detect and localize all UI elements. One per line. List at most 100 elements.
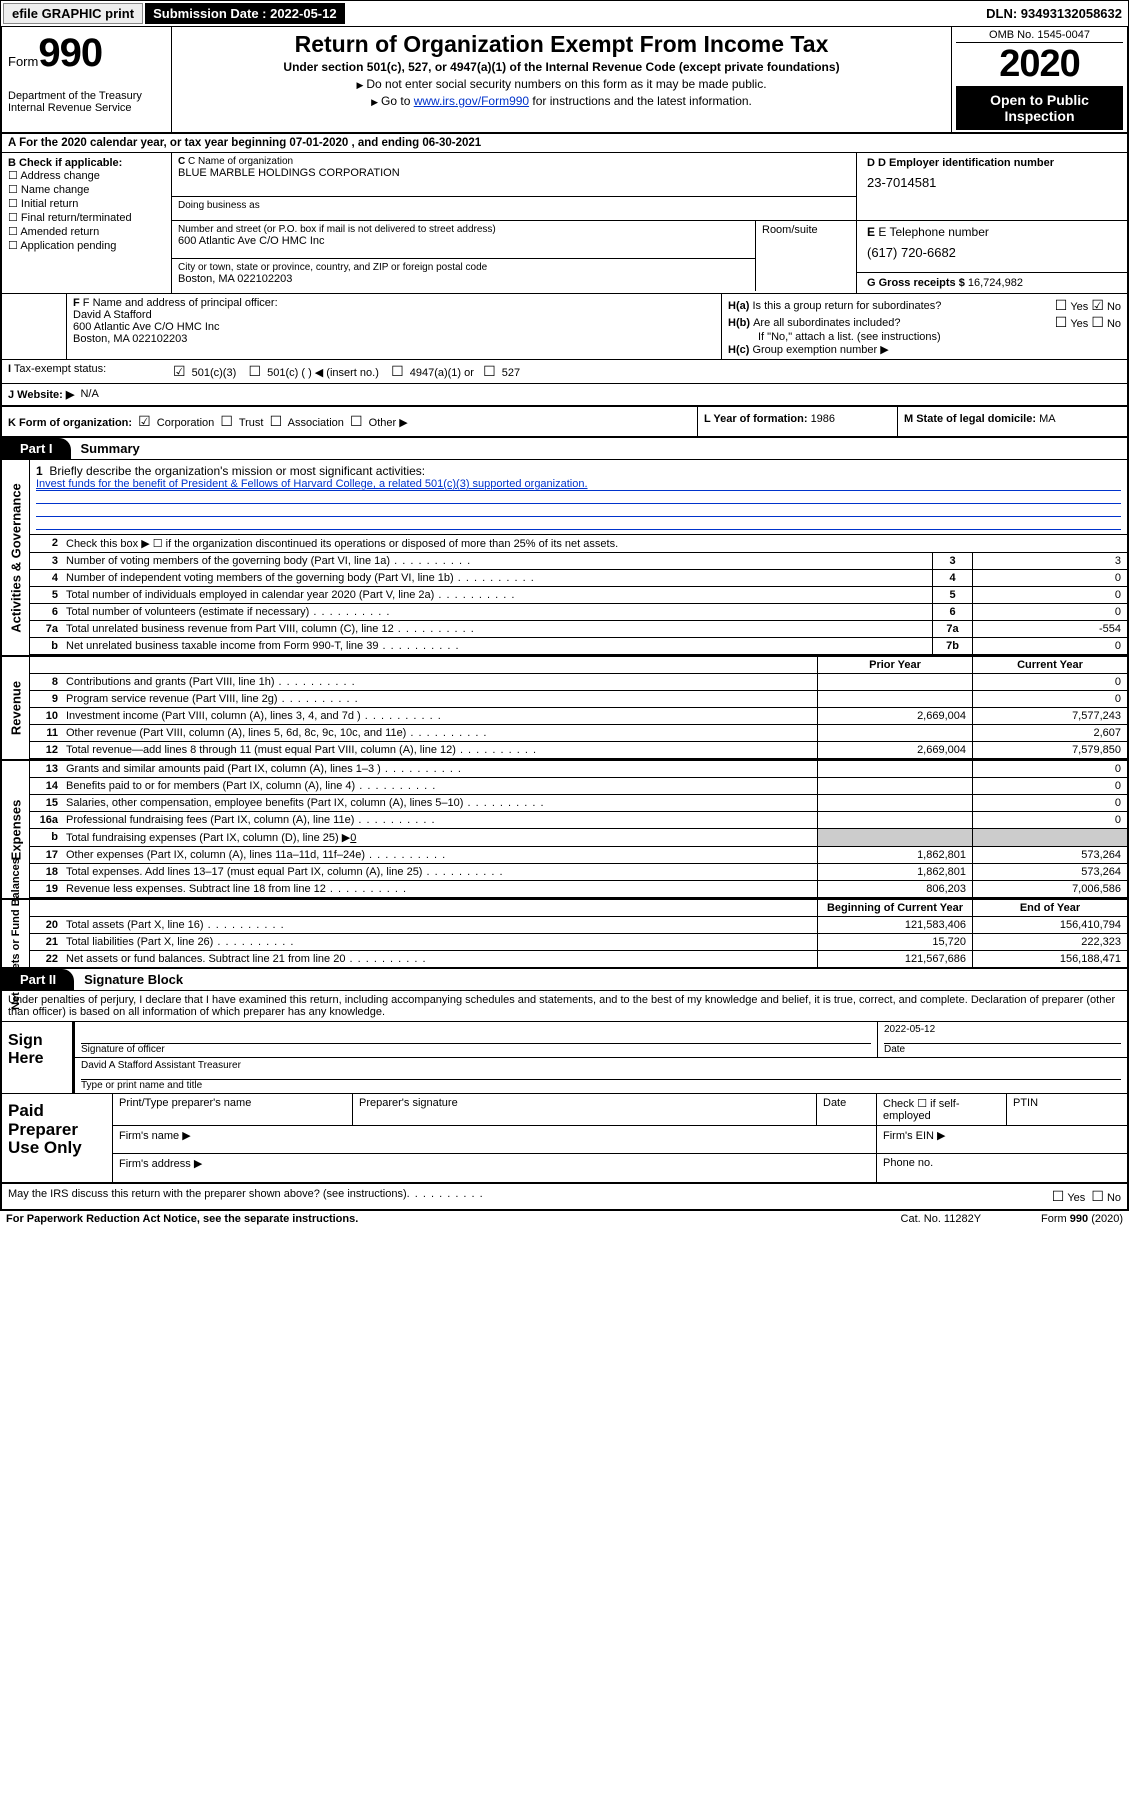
exp-desc-19: Revenue less expenses. Subtract line 18 … xyxy=(62,881,817,897)
mission-label: Briefly describe the organization's miss… xyxy=(49,464,425,478)
expenses-section: Expenses 13 Grants and similar amounts p… xyxy=(0,759,1129,898)
501c-checkbox[interactable]: ☐ xyxy=(248,363,261,379)
exp-current-17: 573,264 xyxy=(972,847,1127,863)
k-corp-checkbox[interactable]: ☑ xyxy=(138,413,151,429)
form-header: Form990 Department of the Treasury Inter… xyxy=(0,27,1129,134)
discuss-yes-checkbox[interactable]: ☐ xyxy=(1052,1188,1065,1204)
hb-yes-checkbox[interactable]: ☐ xyxy=(1055,314,1068,330)
dba-box: Doing business as xyxy=(172,197,856,221)
mission-text: Invest funds for the benefit of Presiden… xyxy=(36,478,1121,491)
self-employed-header: Check ☐ if self-employed xyxy=(877,1094,1007,1125)
city-label: City or town, state or province, country… xyxy=(178,262,749,273)
address-number-box: Number and street (or P.O. box if mail i… xyxy=(172,221,755,259)
tax-exempt-label: I Tax-exempt status: xyxy=(2,360,167,383)
na-begin-22: 121,567,686 xyxy=(817,951,972,967)
exp-desc-13: Grants and similar amounts paid (Part IX… xyxy=(62,761,817,777)
hb-no-checkbox[interactable]: ☐ xyxy=(1091,314,1104,330)
checkbox-final-return[interactable]: ☐ Final return/terminated xyxy=(8,211,165,224)
ag-box-5: 5 xyxy=(932,587,972,603)
exp-current-13: 0 xyxy=(972,761,1127,777)
rev-prior-11 xyxy=(817,725,972,741)
exp-num-13: 13 xyxy=(30,761,62,777)
sign-date-label: Date xyxy=(884,1044,1121,1055)
checkbox-amended-return[interactable]: ☐ Amended return xyxy=(8,225,165,238)
officer-label: F Name and address of principal officer: xyxy=(83,297,278,309)
part2-header: Part II Signature Block xyxy=(0,969,1129,991)
527-checkbox[interactable]: ☐ xyxy=(483,363,496,379)
exp-num-16a: 16a xyxy=(30,812,62,828)
officer-signature-line[interactable] xyxy=(81,1024,871,1044)
org-name-label: C C Name of organization xyxy=(178,156,850,167)
mission-blank3 xyxy=(36,517,1121,530)
ag-val-6: 0 xyxy=(972,604,1127,620)
k-trust-checkbox[interactable]: ☐ xyxy=(220,413,233,429)
typed-name-label: Type or print name and title xyxy=(81,1080,1121,1091)
checkbox-initial-return[interactable]: ☐ Initial return xyxy=(8,197,165,210)
form-990-number: 990 xyxy=(38,31,102,75)
ha-no-checkbox[interactable]: ☑ xyxy=(1091,297,1104,313)
tax-year: 2020 xyxy=(956,43,1123,86)
typed-name-value: David A Stafford Assistant Treasurer xyxy=(81,1060,1121,1080)
rev-current-8: 0 xyxy=(972,674,1127,690)
sign-date-value: 2022-05-12 xyxy=(884,1024,1121,1044)
telephone-value: (617) 720-6682 xyxy=(867,245,1117,260)
end-year-header: End of Year xyxy=(972,900,1127,916)
sign-here-label: Sign Here xyxy=(2,1022,72,1093)
form-version: Form 990 (2020) xyxy=(1041,1213,1123,1225)
omb-number: OMB No. 1545-0047 xyxy=(956,29,1123,43)
ag-val-7a: -554 xyxy=(972,621,1127,637)
section-d-ein-tel: D D Employer identification number 23-70… xyxy=(857,153,1127,293)
checkbox-application-pending[interactable]: ☐ Application pending xyxy=(8,239,165,252)
irs-discuss-label: May the IRS discuss this return with the… xyxy=(8,1188,407,1205)
na-desc-21: Total liabilities (Part X, line 26) xyxy=(62,934,817,950)
na-row-20: 20 Total assets (Part X, line 16) 121,58… xyxy=(30,917,1127,934)
rev-num-11: 11 xyxy=(30,725,62,741)
checkbox-address-change[interactable]: ☐ Address change xyxy=(8,169,165,182)
exp-current-19: 7,006,586 xyxy=(972,881,1127,897)
net-assets-section: Net Assets or Fund Balances Beginning of… xyxy=(0,898,1129,969)
rev-prior-10: 2,669,004 xyxy=(817,708,972,724)
address-label: Number and street (or P.O. box if mail i… xyxy=(178,224,749,235)
ein-box: D D Employer identification number 23-70… xyxy=(857,153,1127,221)
exp-prior-16a xyxy=(817,812,972,828)
officer-signature-label: Signature of officer xyxy=(81,1044,871,1055)
gross-receipts-box: G Gross receipts $ 16,724,982 xyxy=(857,273,1127,293)
ag-val-5: 0 xyxy=(972,587,1127,603)
hb-label: Are all subordinates included? xyxy=(753,317,900,329)
exp-prior-14 xyxy=(817,778,972,794)
mission-area: 1 Briefly describe the organization's mi… xyxy=(30,460,1127,535)
address-value: 600 Atlantic Ave C/O HMC Inc xyxy=(178,235,749,247)
discuss-no-checkbox[interactable]: ☐ xyxy=(1091,1188,1104,1204)
revenue-section: Revenue Prior Year Current Year 8 Contri… xyxy=(0,655,1129,759)
form-subtitle: Under section 501(c), 527, or 4947(a)(1)… xyxy=(180,60,943,74)
irs-form990-link[interactable]: www.irs.gov/Form990 xyxy=(414,94,529,108)
checkbox-name-change[interactable]: ☐ Name change xyxy=(8,183,165,196)
ag-row-5: 5 Total number of individuals employed i… xyxy=(30,587,1127,604)
ein-value: 23-7014581 xyxy=(867,175,1117,190)
ag-desc-3: Number of voting members of the governin… xyxy=(62,553,932,569)
form-word: Form xyxy=(8,54,38,69)
preparer-sig-header: Preparer's signature xyxy=(353,1094,817,1125)
exp-row-19: 19 Revenue less expenses. Subtract line … xyxy=(30,881,1127,898)
line-b-prior-shaded xyxy=(817,829,972,846)
na-end-21: 222,323 xyxy=(972,934,1127,950)
hb-note: If "No," attach a list. (see instruction… xyxy=(728,331,1121,343)
ha-yes-checkbox[interactable]: ☐ xyxy=(1055,297,1068,313)
form-number-cell: Form990 Department of the Treasury Inter… xyxy=(2,27,172,132)
501c3-checkbox[interactable]: ☑ xyxy=(173,363,186,379)
ag-num-3: 3 xyxy=(30,553,62,569)
ag-num-5: 5 xyxy=(30,587,62,603)
rev-desc-10: Investment income (Part VIII, column (A)… xyxy=(62,708,817,724)
phone-label: Phone no. xyxy=(877,1154,1127,1182)
block-b-through-g: B Check if applicable: ☐ Address change … xyxy=(0,153,1129,294)
ag-box-6: 6 xyxy=(932,604,972,620)
exp-current-16a: 0 xyxy=(972,812,1127,828)
ag-desc-6: Total number of volunteers (estimate if … xyxy=(62,604,932,620)
ag-desc-5: Total number of individuals employed in … xyxy=(62,587,932,603)
k-assoc-checkbox[interactable]: ☐ xyxy=(270,413,283,429)
website-label: J Website: ▶ xyxy=(8,388,74,401)
4947-checkbox[interactable]: ☐ xyxy=(391,363,404,379)
k-other-checkbox[interactable]: ☐ xyxy=(350,413,363,429)
exp-current-14: 0 xyxy=(972,778,1127,794)
efile-print-button[interactable]: efile GRAPHIC print xyxy=(3,3,143,24)
